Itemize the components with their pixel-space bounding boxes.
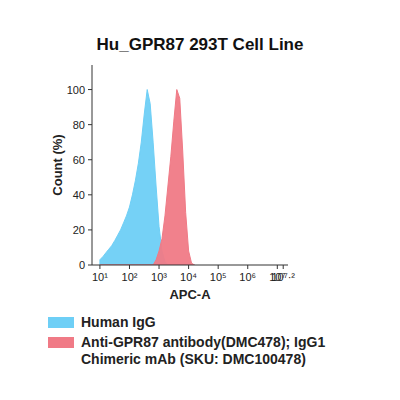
y-tick [88, 194, 92, 195]
x-axis [92, 265, 288, 266]
x-tick-label: 10² [122, 271, 138, 283]
legend-swatch [48, 337, 74, 348]
x-tick-label: 10⁷·² [271, 271, 295, 283]
legend-entry: Human IgG [48, 314, 358, 331]
legend: Human IgG Anti-GPR87 antibody(DMC478); Ig… [48, 314, 358, 371]
y-tick [88, 89, 92, 90]
x-tick [129, 265, 130, 269]
x-tick [247, 265, 248, 269]
plot-area [100, 90, 195, 265]
x-tick [188, 265, 189, 269]
y-tick-label: 100 [67, 84, 85, 96]
legend-label: Human IgG [81, 314, 351, 331]
x-tick [159, 265, 160, 269]
y-axis-label: Count (%) [50, 134, 65, 195]
x-tick [283, 265, 284, 269]
y-tick [88, 229, 92, 230]
y-tick-label: 80 [73, 119, 85, 131]
x-tick [218, 265, 219, 269]
x-tick [99, 265, 100, 269]
y-tick-label: 0 [79, 259, 85, 271]
legend-entry: Anti-GPR87 antibody(DMC478); IgG1 Chimer… [48, 334, 358, 368]
x-tick [277, 265, 278, 269]
y-tick [88, 124, 92, 125]
series-area [100, 90, 195, 265]
x-tick-label: 10³ [151, 271, 167, 283]
y-axis [92, 65, 93, 265]
y-tick [88, 265, 92, 266]
x-axis-label: APC-A [169, 287, 211, 302]
x-tick-label: 10⁶ [239, 271, 256, 283]
series-area [100, 90, 195, 265]
x-tick-label: 10¹ [92, 271, 108, 283]
y-tick-label: 60 [73, 154, 85, 166]
title: Hu_GPR87 293T Cell Line [97, 35, 304, 54]
y-tick-label: 40 [73, 189, 85, 201]
x-tick-label: 10⁵ [210, 271, 227, 283]
x-tick-label: 10⁴ [180, 271, 197, 283]
y-tick [88, 159, 92, 160]
legend-label: Anti-GPR87 antibody(DMC478); IgG1 Chimer… [81, 334, 351, 368]
legend-swatch [48, 317, 74, 328]
y-tick-label: 20 [73, 224, 85, 236]
